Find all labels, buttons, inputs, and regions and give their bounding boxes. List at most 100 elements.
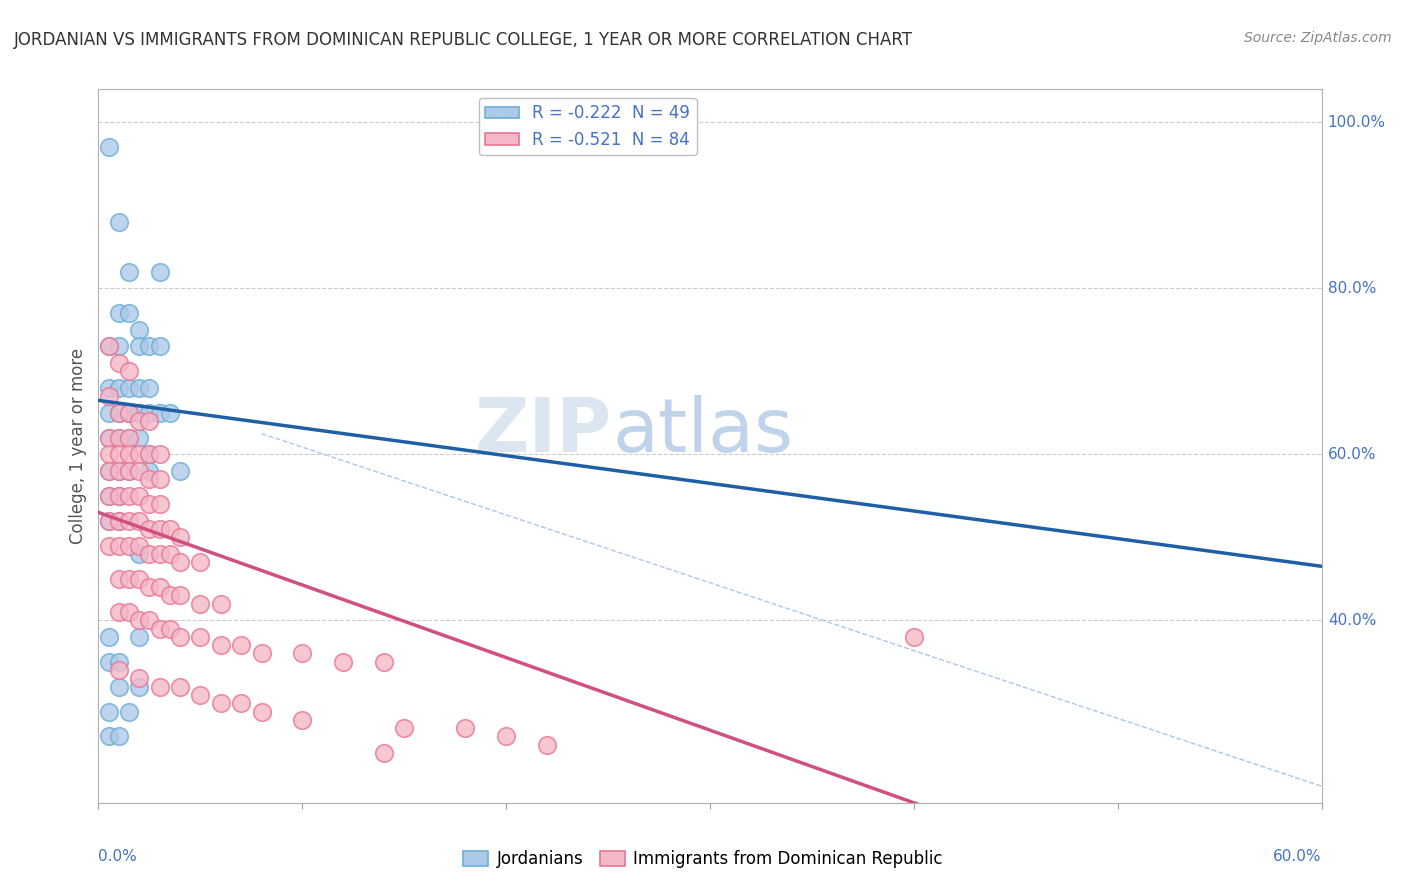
Point — [169, 555, 191, 569]
Point — [138, 406, 160, 420]
Point — [392, 721, 416, 735]
Point — [188, 688, 212, 702]
Point — [159, 547, 181, 561]
Point — [118, 381, 141, 395]
Point — [149, 339, 172, 353]
Legend: R = -0.222  N = 49, R = -0.521  N = 84: R = -0.222 N = 49, R = -0.521 N = 84 — [479, 97, 696, 155]
Point — [118, 572, 141, 586]
Point — [118, 406, 141, 420]
Text: ZIP: ZIP — [475, 395, 612, 468]
Point — [97, 655, 120, 669]
Point — [108, 356, 131, 370]
Point — [118, 705, 141, 719]
Point — [97, 489, 120, 503]
Point — [128, 431, 150, 445]
Point — [149, 680, 172, 694]
Point — [108, 431, 131, 445]
Point — [118, 464, 141, 478]
Point — [536, 738, 558, 752]
Point — [291, 647, 314, 661]
Point — [108, 663, 131, 677]
Point — [373, 655, 395, 669]
Point — [332, 655, 354, 669]
Point — [209, 638, 232, 652]
Point — [138, 464, 160, 478]
Y-axis label: College, 1 year or more: College, 1 year or more — [69, 348, 87, 544]
Point — [97, 140, 120, 154]
Point — [128, 447, 150, 461]
Legend: Jordanians, Immigrants from Dominican Republic: Jordanians, Immigrants from Dominican Re… — [457, 844, 949, 875]
Point — [108, 406, 131, 420]
Point — [108, 655, 131, 669]
Point — [454, 721, 477, 735]
Point — [159, 522, 181, 536]
Point — [97, 381, 120, 395]
Point — [128, 547, 150, 561]
Point — [250, 647, 273, 661]
Point — [118, 306, 141, 320]
Point — [209, 696, 232, 710]
Point — [97, 339, 120, 353]
Point — [97, 630, 120, 644]
Point — [128, 381, 150, 395]
Point — [903, 630, 925, 644]
Point — [188, 630, 212, 644]
Text: 80.0%: 80.0% — [1327, 281, 1376, 296]
Point — [108, 489, 131, 503]
Point — [128, 680, 150, 694]
Point — [118, 265, 141, 279]
Point — [149, 497, 172, 511]
Point — [149, 580, 172, 594]
Point — [108, 539, 131, 553]
Point — [108, 680, 131, 694]
Point — [118, 431, 141, 445]
Point — [149, 522, 172, 536]
Point — [231, 638, 253, 652]
Point — [108, 464, 131, 478]
Point — [149, 622, 172, 636]
Point — [188, 597, 212, 611]
Point — [97, 514, 120, 528]
Point — [128, 414, 150, 428]
Point — [138, 447, 160, 461]
Point — [149, 447, 172, 461]
Point — [118, 489, 141, 503]
Point — [209, 597, 232, 611]
Point — [169, 530, 191, 544]
Point — [108, 730, 131, 744]
Point — [97, 489, 120, 503]
Point — [128, 572, 150, 586]
Point — [159, 588, 181, 602]
Point — [128, 489, 150, 503]
Point — [108, 514, 131, 528]
Point — [128, 539, 150, 553]
Point — [159, 622, 181, 636]
Point — [118, 431, 141, 445]
Point — [373, 746, 395, 760]
Point — [128, 671, 150, 685]
Point — [138, 497, 160, 511]
Text: 0.0%: 0.0% — [98, 849, 138, 864]
Point — [128, 613, 150, 627]
Point — [97, 339, 120, 353]
Point — [138, 472, 160, 486]
Point — [97, 389, 120, 403]
Point — [97, 539, 120, 553]
Point — [108, 406, 131, 420]
Point — [138, 339, 160, 353]
Point — [97, 406, 120, 420]
Point — [108, 514, 131, 528]
Point — [149, 406, 172, 420]
Point — [108, 572, 131, 586]
Point — [108, 464, 131, 478]
Point — [169, 464, 191, 478]
Point — [97, 431, 120, 445]
Point — [138, 547, 160, 561]
Point — [159, 406, 181, 420]
Point — [250, 705, 273, 719]
Point — [138, 414, 160, 428]
Point — [128, 514, 150, 528]
Point — [128, 339, 150, 353]
Point — [97, 730, 120, 744]
Point — [291, 713, 314, 727]
